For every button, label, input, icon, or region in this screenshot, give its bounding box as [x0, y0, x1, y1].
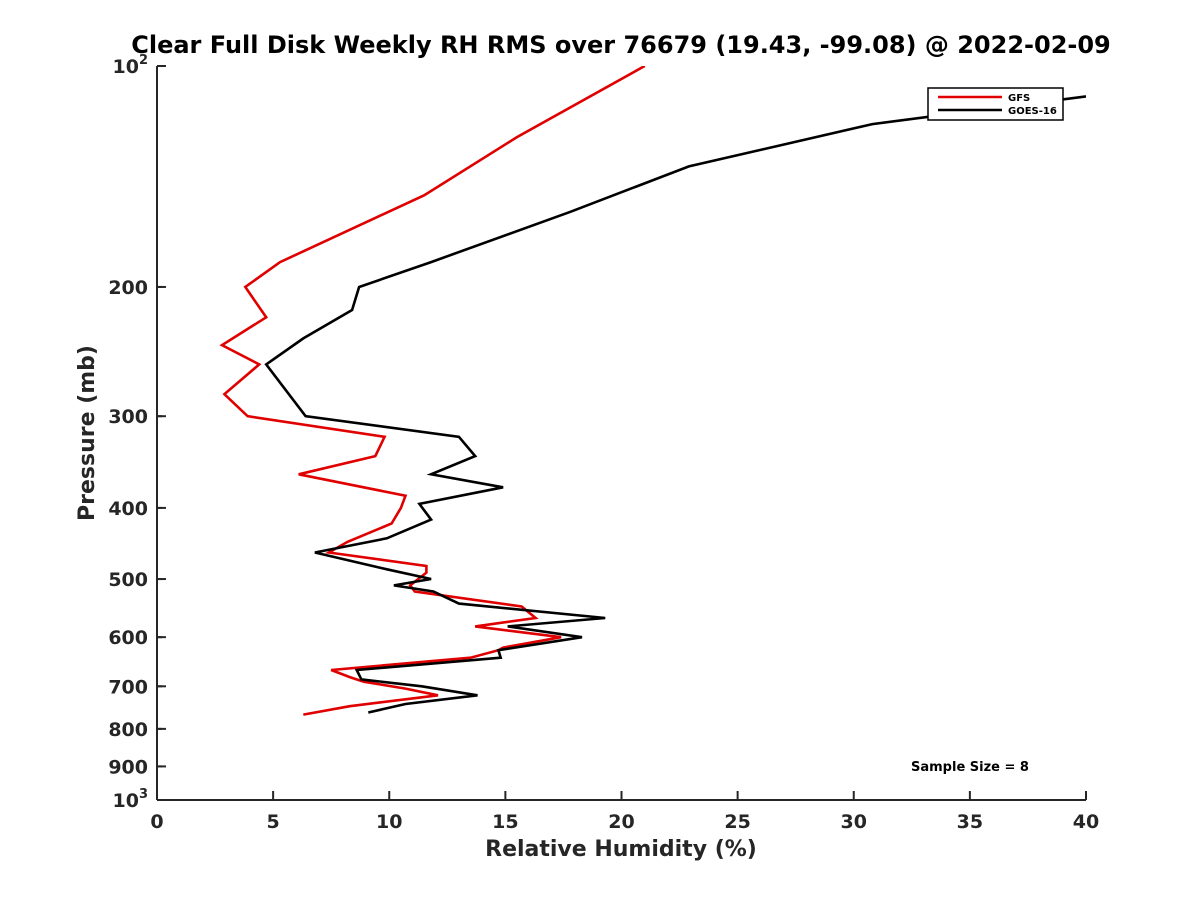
- y-tick-label: 102: [113, 53, 149, 78]
- x-tick-label: 20: [608, 811, 634, 833]
- x-tick-label: 10: [376, 811, 402, 833]
- x-tick-label: 15: [492, 811, 518, 833]
- legend: GFS GOES-16: [927, 87, 1064, 121]
- x-tick-label: 5: [267, 811, 280, 833]
- y-axis-ticks: 102 200 300 400 500 600 700 800 900 103: [108, 53, 166, 812]
- x-tick-label: 30: [841, 811, 867, 833]
- x-axis-ticks: 0 5 10 15 20 25 30 35 40: [150, 791, 1099, 833]
- y-tick-label: 200: [108, 277, 148, 299]
- y-axis-label: Pressure (mb): [75, 345, 100, 521]
- x-tick-label: 0: [150, 811, 163, 833]
- x-tick-label: 25: [724, 811, 750, 833]
- y-tick-label: 600: [108, 627, 148, 649]
- series-layer: [219, 66, 1086, 716]
- legend-label-gfs: GFS: [1008, 93, 1030, 104]
- x-tick-label: 35: [957, 811, 983, 833]
- y-tick-label: 800: [108, 719, 148, 741]
- x-tick-label: 40: [1073, 811, 1099, 833]
- y-tick-label: 700: [108, 676, 148, 698]
- sample-size-annotation: Sample Size = 8: [911, 760, 1029, 775]
- legend-label-goes-16: GOES-16: [1008, 106, 1057, 117]
- plot-area: 0 5 10 15 20 25 30 35 40 102 200 300 400 500 600 700 80…: [108, 53, 1099, 833]
- x-axis-label: Relative Humidity (%): [485, 837, 757, 862]
- chart-title: Clear Full Disk Weekly RH RMS over 76679…: [131, 31, 1111, 59]
- y-tick-label: 400: [108, 498, 148, 520]
- y-tick-label: 500: [108, 569, 148, 591]
- y-tick-label: 900: [108, 756, 148, 778]
- y-tick-label: 300: [108, 406, 148, 428]
- y-tick-label: 103: [113, 787, 149, 812]
- legend-box: [927, 87, 1064, 121]
- series-line-goes-16: [264, 95, 1086, 714]
- series-line-gfs: [219, 66, 646, 716]
